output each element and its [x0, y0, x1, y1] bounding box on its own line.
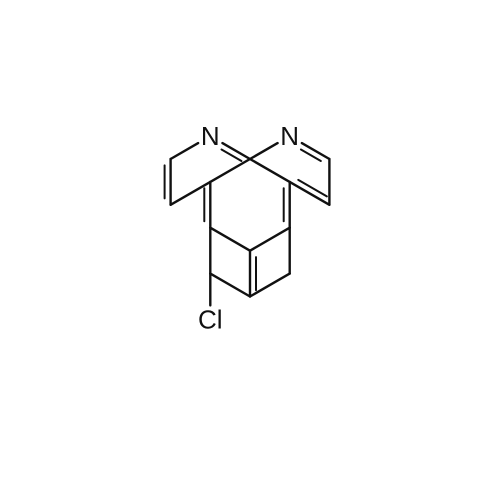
- bond-line: [210, 159, 250, 182]
- bond-line: [210, 228, 250, 251]
- labels-layer: N N Cl: [198, 121, 299, 334]
- bond-line: [222, 143, 250, 159]
- atom-label-n: N: [201, 121, 220, 151]
- bond-line: [250, 159, 290, 182]
- bond-line: [210, 274, 250, 297]
- bond-line: [250, 228, 290, 251]
- bonds-layer: [165, 143, 330, 305]
- bond-line: [171, 143, 199, 159]
- atom-label-cl: Cl: [198, 304, 223, 334]
- bond-line: [302, 143, 330, 159]
- molecule-diagram: N N Cl: [0, 0, 500, 500]
- atom-label-n: N: [280, 121, 299, 151]
- bond-line: [250, 143, 278, 159]
